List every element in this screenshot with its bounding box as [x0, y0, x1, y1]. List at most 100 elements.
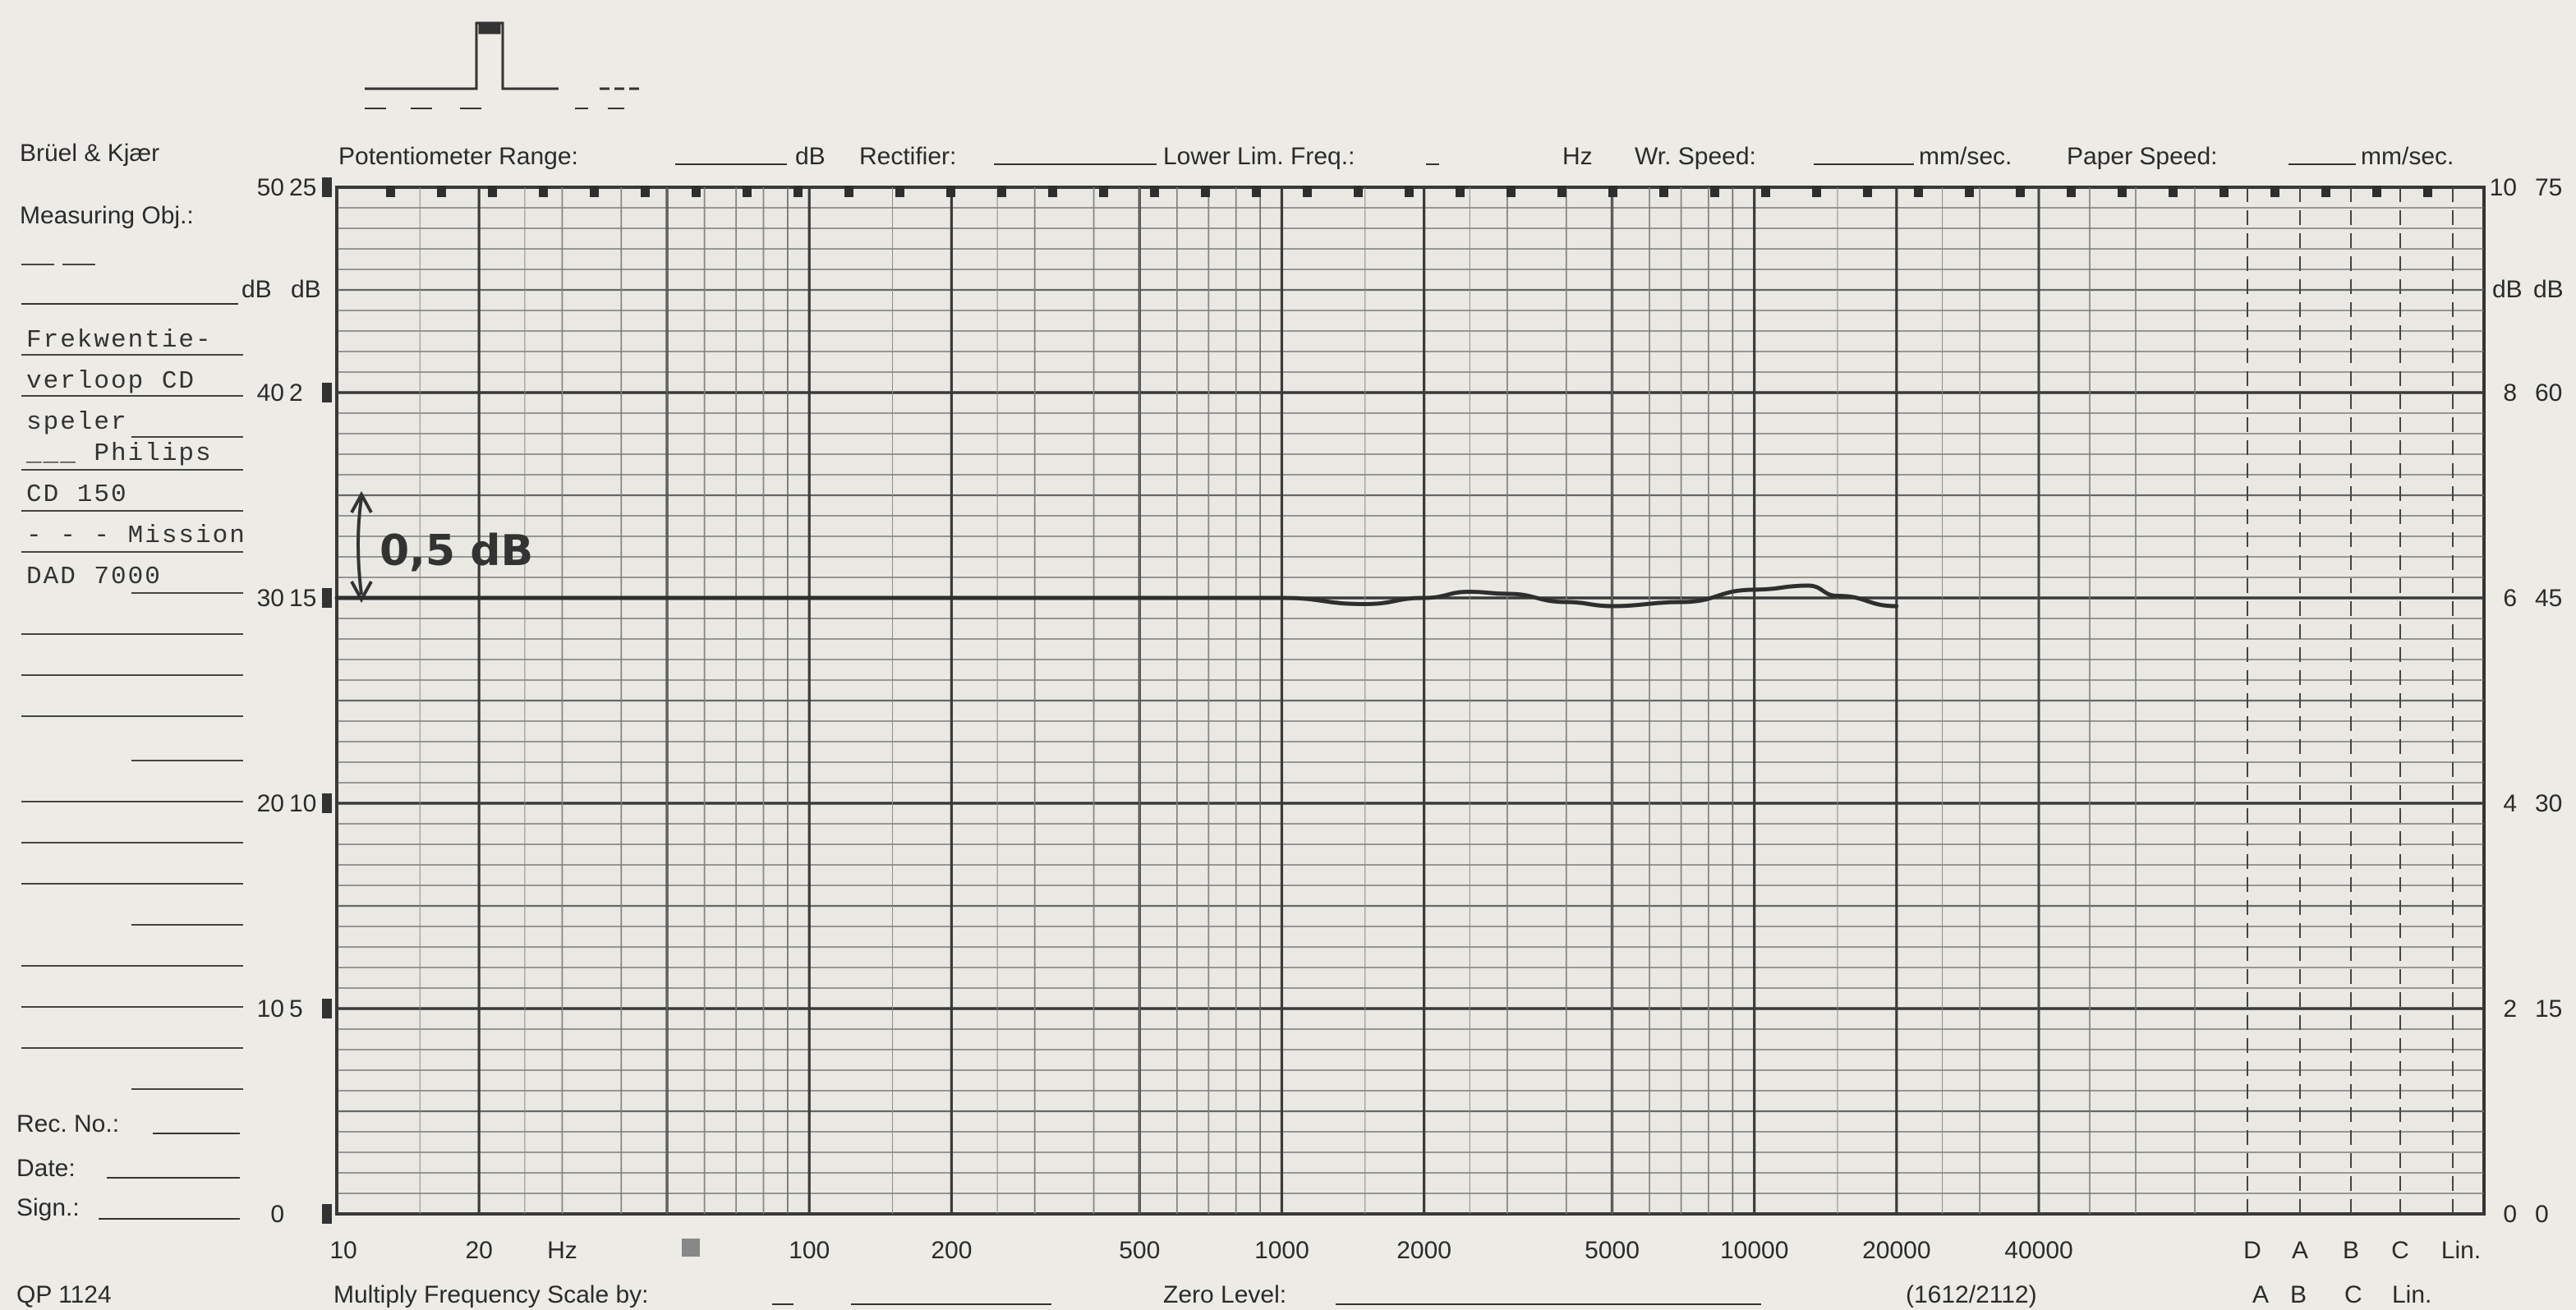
- note-line-2: verloop CD: [26, 367, 196, 396]
- y-tick-label-outer: 0: [270, 1201, 284, 1228]
- top-marker: [997, 186, 1006, 197]
- bottom-letter-b: B: [2290, 1281, 2307, 1308]
- y-tick-label-inner: 25: [289, 174, 316, 201]
- y-tick-label-inner: 5: [289, 995, 303, 1023]
- top-marker: [2016, 186, 2025, 197]
- y-tick-label-inner: 0: [2503, 1201, 2517, 1228]
- top-marker: [1303, 186, 1312, 197]
- top-marker: [1456, 186, 1465, 197]
- top-marker: [1608, 186, 1617, 197]
- brand-label: Brüel & Kjær: [20, 140, 159, 167]
- top-marker: [641, 186, 650, 197]
- pulse-symbol: [365, 21, 641, 109]
- top-marker: [2169, 186, 2178, 197]
- y-tick-label-inner: 15: [289, 585, 316, 612]
- top-marker: [1048, 186, 1057, 197]
- note-line-3: speler: [26, 408, 128, 437]
- top-marker: [743, 186, 752, 197]
- form-number: QP 1124: [16, 1281, 112, 1308]
- note-line-4: ___ Philips: [25, 439, 213, 468]
- y-tick-marker: [322, 1204, 332, 1224]
- weighting-label: A: [2292, 1237, 2308, 1264]
- note-line-5: CD 150: [26, 480, 128, 509]
- x-tick-label: 10000: [1720, 1237, 1788, 1264]
- y-tick-label-inner: 2: [289, 379, 303, 407]
- y-tick-label-outer: 45: [2535, 585, 2562, 612]
- sign-label: Sign.:: [16, 1194, 80, 1221]
- top-marker: [2372, 186, 2381, 197]
- x-tick-label: Hz: [547, 1237, 577, 1264]
- y-tick-label-outer: 60: [2535, 379, 2562, 407]
- x-tick-label: 20000: [1862, 1237, 1930, 1264]
- top-marker: [1405, 186, 1414, 197]
- top-marker: [1914, 186, 1923, 197]
- top-markers: [386, 186, 2432, 197]
- top-marker: [2321, 186, 2330, 197]
- top-marker: [794, 186, 803, 197]
- measuring-obj-label: Measuring Obj.:: [20, 202, 194, 229]
- y-tick-marker: [322, 177, 332, 197]
- y-tick-label-outer: 0: [2535, 1201, 2549, 1228]
- x-axis-marker: [682, 1239, 700, 1257]
- y-tick-label-inner: 8: [2503, 379, 2517, 407]
- note-line-6: - - - Mission: [26, 522, 246, 550]
- top-marker: [1557, 186, 1566, 197]
- top-marker: [2423, 186, 2432, 197]
- y-tick-label-inner: 4: [2503, 790, 2517, 817]
- top-marker: [1659, 186, 1668, 197]
- lower-lim-label: Lower Lim. Freq.:: [1163, 143, 1355, 170]
- axis-db-label-right-1: dB: [2492, 276, 2523, 303]
- top-marker: [1863, 186, 1872, 197]
- y-tick-label-outer: 30: [257, 585, 284, 612]
- grid: [335, 186, 2486, 1216]
- paper-speed-label: Paper Speed:: [2067, 143, 2217, 170]
- x-tick-label: 500: [1119, 1237, 1160, 1264]
- y-tick-label-inner: 10: [289, 790, 316, 817]
- paper-speed-unit: mm/sec.: [2361, 143, 2454, 170]
- y-tick-marker: [322, 999, 332, 1018]
- series-line: [334, 583, 1899, 609]
- top-marker: [2118, 186, 2127, 197]
- left-form-rules: [21, 354, 243, 1090]
- date-label: Date:: [16, 1155, 76, 1182]
- x-tick-label: 1000: [1254, 1237, 1309, 1264]
- weighting-label: C: [2391, 1237, 2409, 1264]
- bottom-letter-c: C: [2344, 1281, 2362, 1308]
- annotation-text: 0,5 dB: [380, 526, 533, 576]
- top-marker: [946, 186, 955, 197]
- y-tick-label-inner: 10: [2490, 174, 2517, 201]
- weighting-label: B: [2343, 1237, 2359, 1264]
- y-tick-label-inner: 2: [2503, 995, 2517, 1023]
- rectifier-label: Rectifier:: [859, 143, 956, 170]
- top-marker: [1099, 186, 1108, 197]
- y-tick-label-outer: 75: [2535, 174, 2562, 201]
- y-tick-marker: [322, 383, 332, 402]
- y-tick-label-outer: 30: [2535, 790, 2562, 817]
- pot-range-unit: dB: [795, 143, 826, 170]
- top-marker: [1812, 186, 1821, 197]
- top-marker: [1354, 186, 1363, 197]
- wr-speed-label: Wr. Speed:: [1635, 143, 1756, 170]
- x-axis: 10 20 Hz 100 200 500 1000 2000 5000 10000 20000 400…: [329, 1237, 2481, 1264]
- top-marker: [590, 186, 599, 197]
- y-tick-label-outer: 20: [257, 790, 284, 817]
- x-tick-label: 10: [329, 1237, 356, 1264]
- top-marker: [1252, 186, 1261, 197]
- note-line-1: Frekwentie-: [26, 326, 213, 355]
- top-marker: [2270, 186, 2279, 197]
- handwritten-notes: Frekwentie- verloop CD speler ___ Philip…: [25, 326, 246, 591]
- top-marker: [2220, 186, 2229, 197]
- x-tick-label: 20: [465, 1237, 492, 1264]
- top-marker: [488, 186, 497, 197]
- y-tick-label-outer: 40: [257, 379, 284, 407]
- x-tick-label: 5000: [1585, 1237, 1640, 1264]
- zero-level-label: Zero Level:: [1163, 1281, 1286, 1308]
- weighting-label: D: [2243, 1237, 2261, 1264]
- top-marker: [1710, 186, 1719, 197]
- top-marker: [1761, 186, 1770, 197]
- bottom-letter-lin: Lin.: [2392, 1281, 2431, 1308]
- top-marker: [1201, 186, 1210, 197]
